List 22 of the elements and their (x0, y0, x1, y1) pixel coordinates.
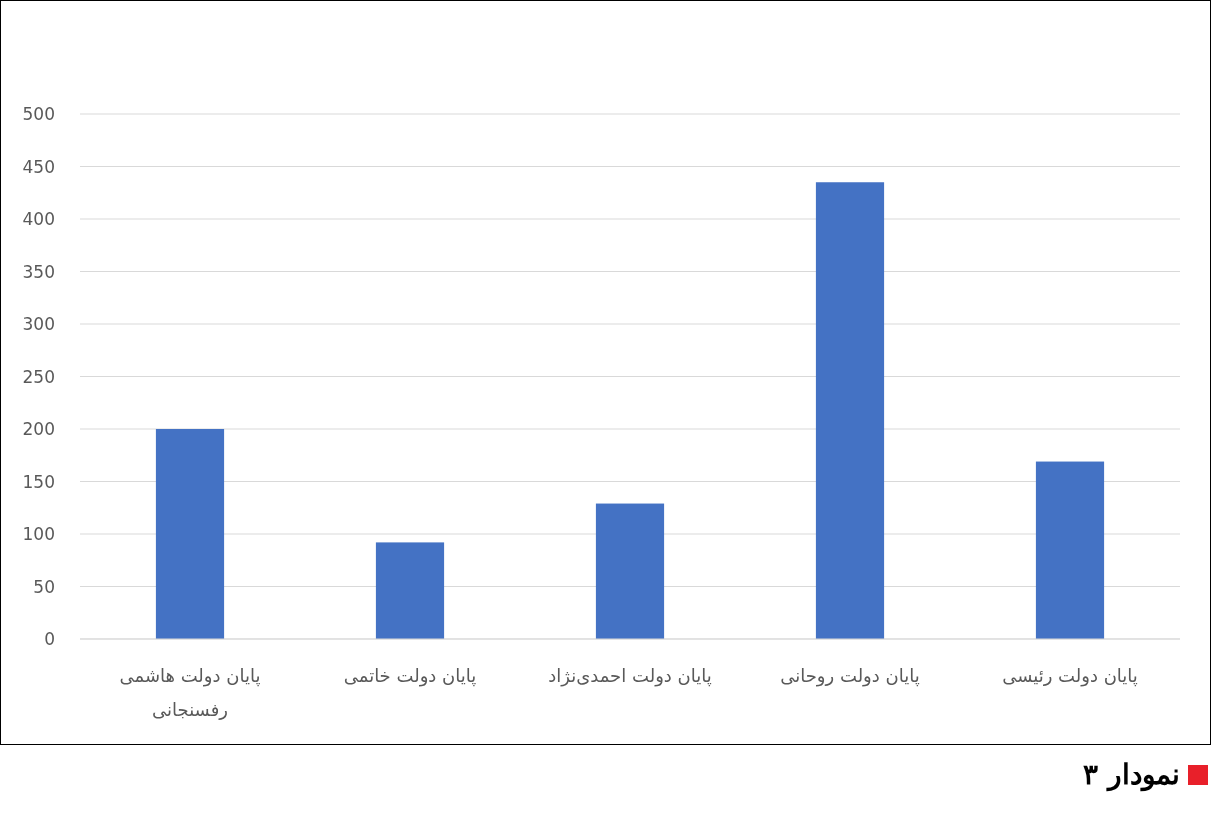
text: نمودار ۳ (1083, 758, 1180, 792)
bar (595, 503, 665, 639)
x-tick-label: پایان دولت رئیسی (1002, 665, 1138, 687)
x-tick-label: پایان دولت روحانی (780, 665, 920, 687)
y-tick-label: 400 (22, 209, 55, 229)
y-tick-label: 500 (22, 104, 55, 124)
y-tick-label: 250 (22, 366, 55, 387)
y-tick-label: 150 (22, 471, 55, 492)
bar (375, 542, 445, 639)
x-tick-label: پایان دولت احمدی‌نژاد (548, 665, 712, 687)
y-tick-label: 100 (22, 524, 55, 544)
bar (1035, 461, 1105, 639)
y-tick-label: 300 (22, 314, 55, 334)
y-tick-label: 0 (44, 629, 55, 649)
y-tick-label: 450 (22, 156, 55, 177)
x-tick-label: پایان دولت هاشمی رفسنجانی (119, 665, 261, 720)
y-tick-label: 200 (22, 419, 55, 439)
bar (815, 182, 885, 639)
bar (155, 429, 225, 639)
x-tick-label: پایان دولت خاتمی (343, 665, 477, 687)
y-tick-label: 350 (22, 261, 55, 282)
y-tick-label: 50 (33, 576, 55, 597)
